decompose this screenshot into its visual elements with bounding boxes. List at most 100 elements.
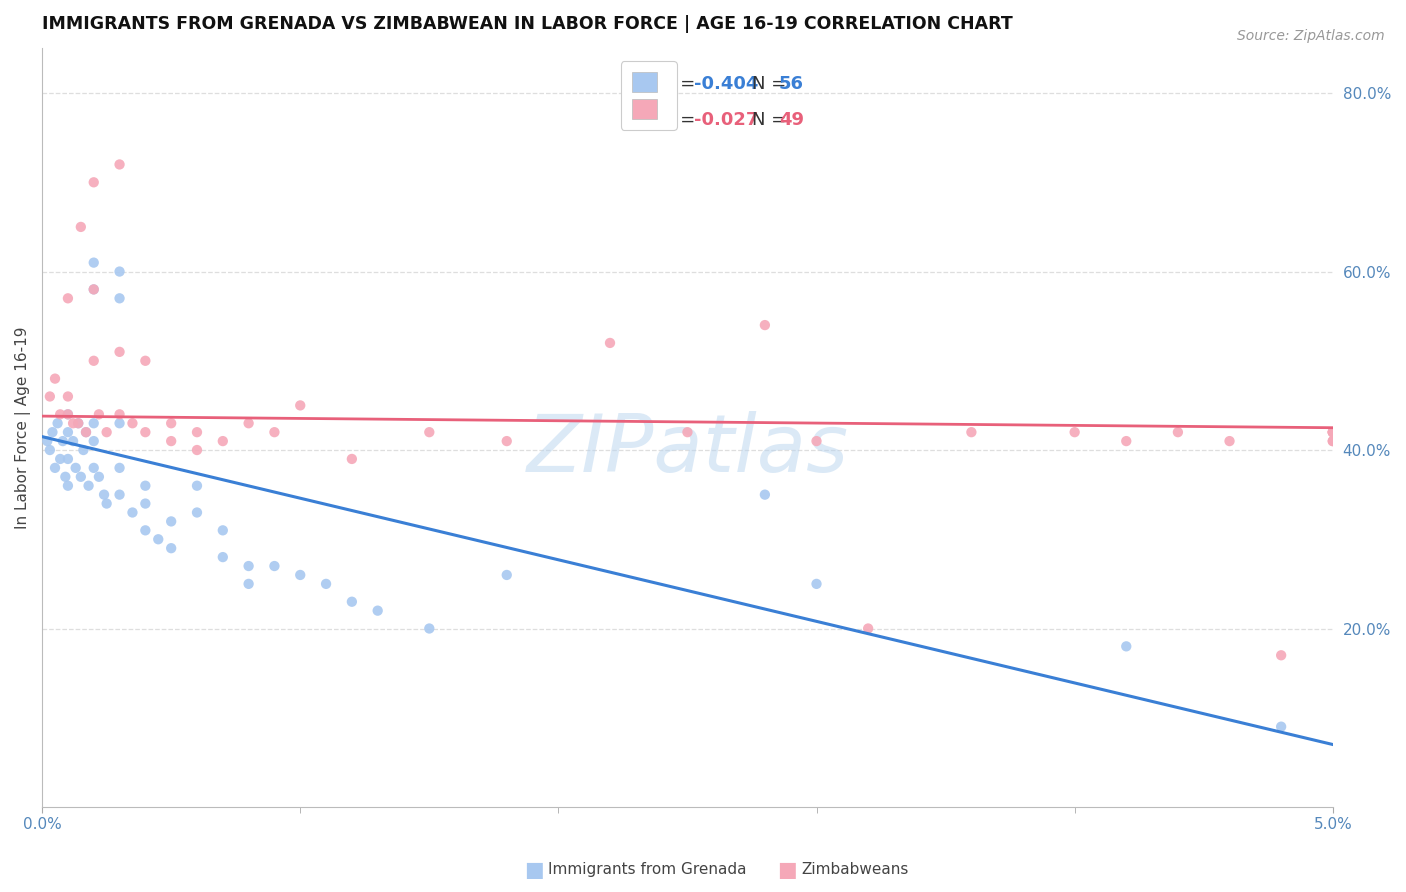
Point [93,488,115,502]
Point [134,479,156,493]
Point [44,461,66,475]
Point [1218,434,1240,449]
Point [754,488,776,502]
Point [53,470,76,484]
Point [38,443,60,458]
Point [211,434,233,449]
Point [49,407,72,421]
Point [960,425,983,440]
Point [87,470,110,484]
Text: 49: 49 [779,112,804,129]
Point [62,416,84,430]
Point [186,479,208,493]
Point [108,488,131,502]
Point [108,407,131,421]
Point [1322,425,1344,440]
Text: R =: R = [662,112,700,129]
Point [160,434,183,449]
Text: Immigrants from Grenada: Immigrants from Grenada [548,863,747,877]
Point [340,452,363,467]
Point [56,452,79,467]
Text: ZIPatlas: ZIPatlas [526,411,848,490]
Point [211,550,233,565]
Text: R =: R = [662,75,700,93]
Point [108,344,131,359]
Point [134,524,156,538]
Point [160,541,183,556]
Text: -0.404: -0.404 [695,75,758,93]
Point [38,389,60,403]
Point [62,434,84,449]
Text: N =: N = [752,112,792,129]
Point [83,282,105,296]
Y-axis label: In Labor Force | Age 16-19: In Labor Force | Age 16-19 [15,326,31,529]
Point [1115,640,1137,654]
Point [56,425,79,440]
Point [87,407,110,421]
Point [56,479,79,493]
Point [75,425,97,440]
Point [290,398,312,412]
Text: IMMIGRANTS FROM GRENADA VS ZIMBABWEAN IN LABOR FORCE | AGE 16-19 CORRELATION CHA: IMMIGRANTS FROM GRENADA VS ZIMBABWEAN IN… [42,15,1012,33]
Point [96,497,118,511]
Point [238,416,260,430]
Point [134,425,156,440]
Point [134,353,156,368]
Point [72,443,94,458]
Point [238,577,260,591]
Point [806,577,828,591]
Point [83,461,105,475]
Point [121,416,143,430]
Point [1115,434,1137,449]
Text: -0.027: -0.027 [695,112,758,129]
Point [69,470,91,484]
Point [44,371,66,385]
Point [56,291,79,305]
Point [367,604,389,618]
Point [83,175,105,189]
Point [108,461,131,475]
Point [495,434,517,449]
Point [148,533,170,547]
Legend: , : , [620,62,676,130]
Point [754,318,776,332]
Point [1322,425,1344,440]
Point [108,157,131,171]
Point [211,524,233,538]
Point [418,622,440,636]
Point [49,452,72,467]
Point [83,353,105,368]
Point [83,434,105,449]
Point [1322,434,1344,449]
Point [1167,425,1189,440]
Point [599,335,621,350]
Text: ■: ■ [778,860,797,880]
Point [290,568,312,582]
Point [186,506,208,520]
Point [37,434,59,449]
Point [67,416,90,430]
Point [1063,425,1085,440]
Point [806,434,828,449]
Point [1322,425,1344,440]
Text: Zimbabweans: Zimbabweans [801,863,908,877]
Point [495,568,517,582]
Point [186,425,208,440]
Point [56,389,79,403]
Point [134,497,156,511]
Point [676,425,699,440]
Point [186,443,208,458]
Point [77,479,100,493]
Point [160,416,183,430]
Point [56,407,79,421]
Point [1322,434,1344,449]
Point [263,425,285,440]
Point [83,416,105,430]
Point [108,264,131,278]
Point [238,559,260,574]
Point [96,425,118,440]
Point [340,595,363,609]
Text: ■: ■ [524,860,544,880]
Point [418,425,440,440]
Point [65,461,87,475]
